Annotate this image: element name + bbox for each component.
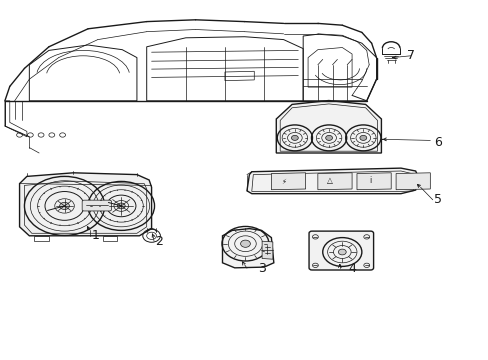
Text: ⚡: ⚡ xyxy=(281,179,285,184)
Circle shape xyxy=(338,249,346,255)
Text: 6: 6 xyxy=(433,136,441,149)
Text: 4: 4 xyxy=(347,262,355,275)
Circle shape xyxy=(359,135,366,140)
Text: 2: 2 xyxy=(155,235,163,248)
FancyBboxPatch shape xyxy=(82,200,111,211)
Polygon shape xyxy=(395,173,429,190)
Circle shape xyxy=(325,135,332,140)
FancyBboxPatch shape xyxy=(308,231,373,270)
Circle shape xyxy=(240,240,250,247)
Circle shape xyxy=(291,135,298,140)
Text: i: i xyxy=(369,176,371,185)
Polygon shape xyxy=(276,100,381,153)
Polygon shape xyxy=(222,229,273,268)
Polygon shape xyxy=(317,173,351,190)
Circle shape xyxy=(117,203,125,209)
Polygon shape xyxy=(356,173,390,190)
Circle shape xyxy=(60,202,69,210)
Text: 3: 3 xyxy=(257,262,265,275)
Polygon shape xyxy=(246,168,417,194)
Text: 1: 1 xyxy=(91,229,99,242)
Text: 7: 7 xyxy=(406,49,414,62)
Polygon shape xyxy=(271,173,305,190)
Polygon shape xyxy=(20,173,151,236)
Polygon shape xyxy=(262,241,272,259)
Text: △: △ xyxy=(326,176,332,185)
Text: 5: 5 xyxy=(433,193,441,206)
